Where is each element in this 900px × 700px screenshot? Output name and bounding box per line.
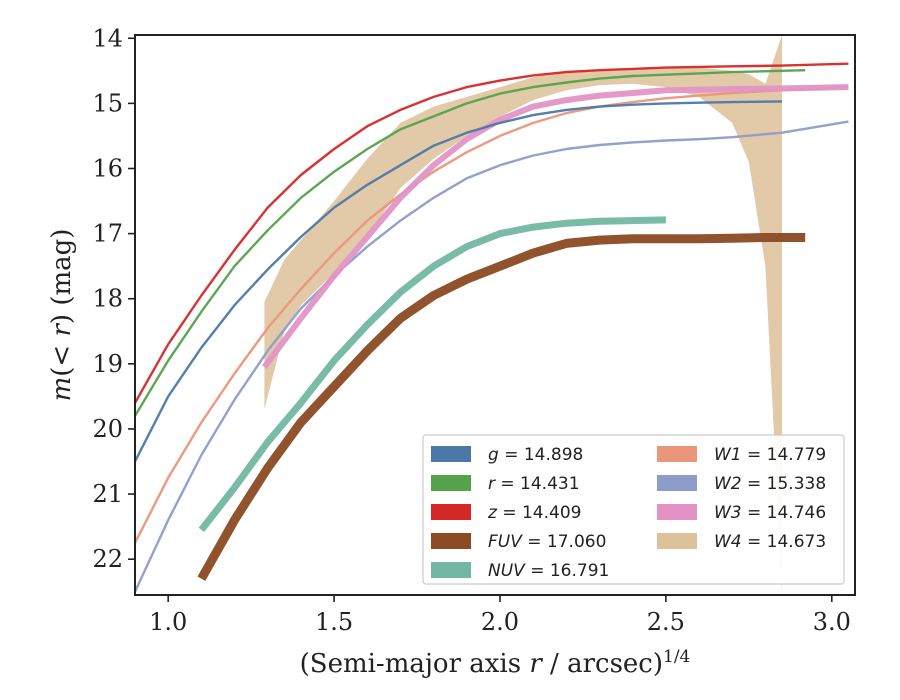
y-tick-label: 16 [92,154,123,182]
series-line-w2 [135,120,849,593]
series-line-g [135,100,783,463]
legend-swatch-g [431,446,471,462]
x-axis-label: (Semi-major axis r / arcsec)1/4 [300,647,691,679]
legend-swatch-fuv [431,533,471,549]
legend-label-z: z = 14.409 [487,503,581,523]
series-line-r [135,69,806,417]
y-tick-label: 20 [92,415,123,443]
x-tick-label: 1.5 [315,608,353,636]
plot-frame [134,34,856,596]
series-line-fuv [197,233,806,581]
legend-label-nuv: NUV = 16.791 [488,561,609,581]
x-tick-label: 1.0 [149,608,187,636]
legend-label-w2: W2 = 15.338 [714,474,826,494]
y-tick-label: 21 [92,480,123,508]
legend-label-g: g = 14.898 [488,445,583,465]
series-line-nuv [198,216,666,533]
legend-swatch-z [431,504,471,520]
legend-label-w3: W3 = 14.746 [714,503,826,523]
legend-swatch-w3 [657,504,697,520]
legend-box [422,434,845,585]
y-tick-label: 18 [92,285,123,313]
ticks-layer: 1.0 1.5 2.0 2.5 3.0 14 15 16 17 18 19 20 21 22 [92,24,850,636]
y-tick-label: 22 [92,545,123,573]
legend-label-w1: W1 = 14.779 [714,445,826,465]
series-line-z [135,62,849,404]
y-tick-label: 17 [92,220,123,248]
legend: g = 14.898 r = 14.431 z = 14.409 FUV = 17.0… [422,434,845,585]
x-tick-label: 2.0 [481,608,519,636]
series-line-w1 [135,85,849,544]
series-line-w3 [261,84,849,369]
legend-swatch-w1 [657,446,697,462]
y-tick-label: 19 [92,350,123,378]
y-axis-label: m(< r) (mag) [47,229,77,402]
y-tick-label: 14 [92,24,123,52]
legend-swatch-nuv [431,562,471,578]
y-tick-label: 15 [92,89,123,117]
legend-swatch-r [431,475,471,491]
legend-swatch-w4 [657,533,697,549]
legend-label-w4: W4 = 14.673 [714,532,826,552]
legend-label-fuv: FUV = 17.060 [488,532,606,552]
legend-swatch-w2 [657,475,697,491]
series-band-w4 [264,35,782,592]
x-tick-label: 2.5 [647,608,685,636]
x-tick-label: 3.0 [813,608,851,636]
series-layer [135,35,849,593]
legend-label-r: r = 14.431 [488,474,580,494]
